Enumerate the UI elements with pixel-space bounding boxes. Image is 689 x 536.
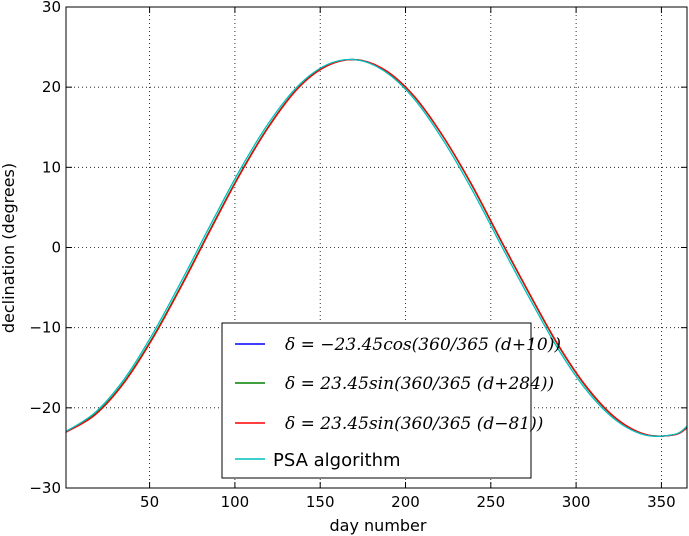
- x-axis-label: day number: [330, 516, 427, 535]
- y-axis-label: declination (degrees): [0, 163, 18, 333]
- x-tick-label: 250: [476, 493, 505, 511]
- y-tick-label: 30: [42, 0, 61, 16]
- y-tick-label: −20: [29, 399, 61, 417]
- y-tick-label: 0: [51, 239, 61, 257]
- series-layer: [65, 58, 688, 437]
- legend: δ = −23.45cos(360/365 (d+10)) δ = 23.45s…: [221, 322, 561, 479]
- x-tick-label: 300: [562, 493, 591, 511]
- x-tick-label: 150: [306, 493, 335, 511]
- y-tick-label: 20: [42, 78, 61, 96]
- y-tick-label: −30: [29, 479, 61, 497]
- legend-label-2: δ = 23.45sin(360/365 (d−81)): [285, 414, 543, 434]
- legend-label-1: δ = 23.45sin(360/365 (d+284)): [285, 374, 554, 394]
- series-line-2: [65, 58, 688, 437]
- legend-box: [221, 322, 532, 479]
- legend-label-3: PSA algorithm: [273, 450, 401, 471]
- series-line-3: [65, 58, 688, 437]
- legend-label-0: δ = −23.45cos(360/365 (d+10)): [285, 335, 561, 355]
- x-tick-label: 200: [391, 493, 420, 511]
- y-tick-label: −10: [29, 319, 61, 337]
- x-tick-label: 100: [221, 493, 250, 511]
- x-tick-label: 350: [647, 493, 676, 511]
- x-tick-label: 50: [140, 493, 159, 511]
- tick-layer: 50 100 150 200 250 300 350 −30 −20 −10 0 10 20 30: [29, 0, 687, 511]
- y-tick-label: 10: [42, 158, 61, 176]
